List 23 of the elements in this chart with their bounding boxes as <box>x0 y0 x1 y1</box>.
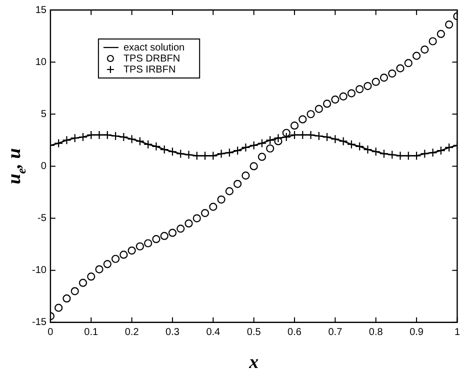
x-tick-label: 0.6 <box>288 327 302 338</box>
y-tick-label: 15 <box>35 4 47 16</box>
x-tick-label: 0.8 <box>368 327 384 338</box>
y-tick-label: -15 <box>32 317 47 328</box>
x-tick-label: 1 <box>454 327 460 338</box>
x-tick-label: 0.2 <box>124 327 140 338</box>
x-tick-label: 0.9 <box>410 327 424 338</box>
x-tick-label: 0.1 <box>84 327 99 338</box>
y-tick-label: -5 <box>38 213 47 224</box>
x-tick-label: 0.3 <box>166 327 180 338</box>
x-tick-label: 0.4 <box>206 327 221 338</box>
y-tick-label: 0 <box>40 160 47 172</box>
y-tick-label: 10 <box>35 56 47 68</box>
x-tick-label: 0 <box>48 327 54 338</box>
y-tick-label: 5 <box>40 108 47 120</box>
legend-label: TPS IRBFN <box>123 64 176 76</box>
y-tick-label: -10 <box>32 265 47 276</box>
y-axis-title: ue, u <box>4 148 29 184</box>
x-axis-title: x <box>248 352 260 372</box>
legend-label: TPS DRBFN <box>123 53 180 64</box>
x-tick-label: 0.5 <box>246 327 262 338</box>
x-tick-label: 0.7 <box>328 327 343 338</box>
legend-label: exact solution <box>123 42 185 54</box>
